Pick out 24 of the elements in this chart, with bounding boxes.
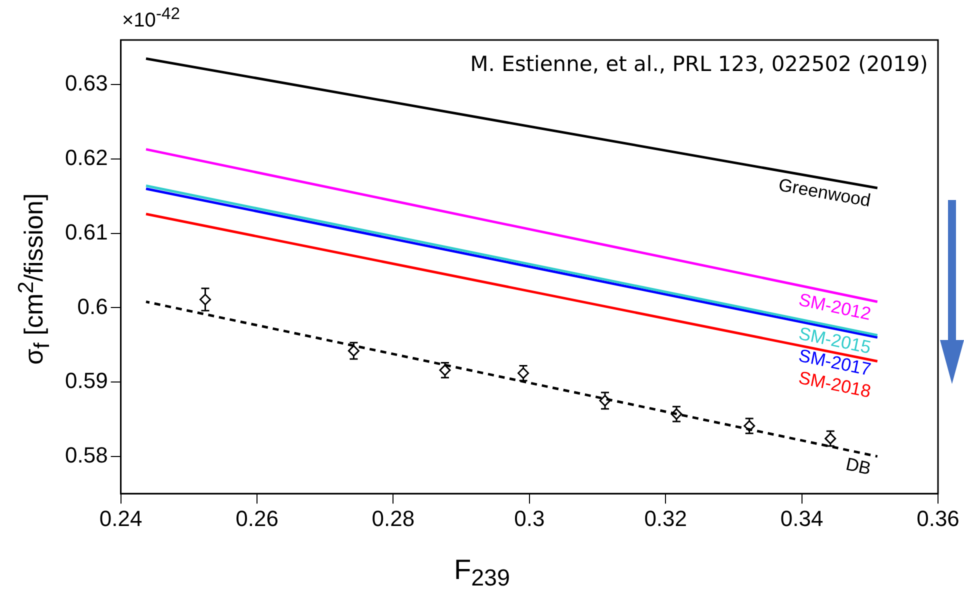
text: Greenwood	[777, 174, 872, 210]
text: SM-2012	[797, 290, 873, 324]
y-tick-label: 0.59	[64, 368, 108, 394]
annotation: M. Estienne, et al., PRL 123, 022502 (2019)	[470, 52, 928, 76]
x-tick-label: 0.36	[916, 506, 960, 531]
point	[518, 367, 530, 379]
y-tick-label: 0.58	[64, 442, 108, 468]
point	[348, 345, 360, 357]
x-axis-title: F$_{239}$	[452, 554, 512, 592]
x-tick-label: 0.32	[644, 506, 688, 531]
point	[200, 294, 212, 306]
y-tick-label: 0.63	[64, 70, 108, 96]
point	[439, 364, 451, 376]
x-tick-label: 0.24	[99, 506, 142, 531]
point	[824, 432, 836, 444]
x-tick-label: 0.26	[236, 506, 278, 531]
text: DB	[844, 454, 873, 479]
y-tick-label: 0.62	[64, 145, 108, 170]
x-tick-label: 0.34	[780, 506, 824, 531]
y-tick-label: 0.61	[64, 219, 108, 244]
text: ×10$^{-42}$	[122, 4, 180, 33]
y-tick-label: 0.6	[77, 294, 108, 319]
x-tick-label: 0.28	[372, 506, 415, 531]
x-tick-label: 0.3	[514, 506, 545, 531]
